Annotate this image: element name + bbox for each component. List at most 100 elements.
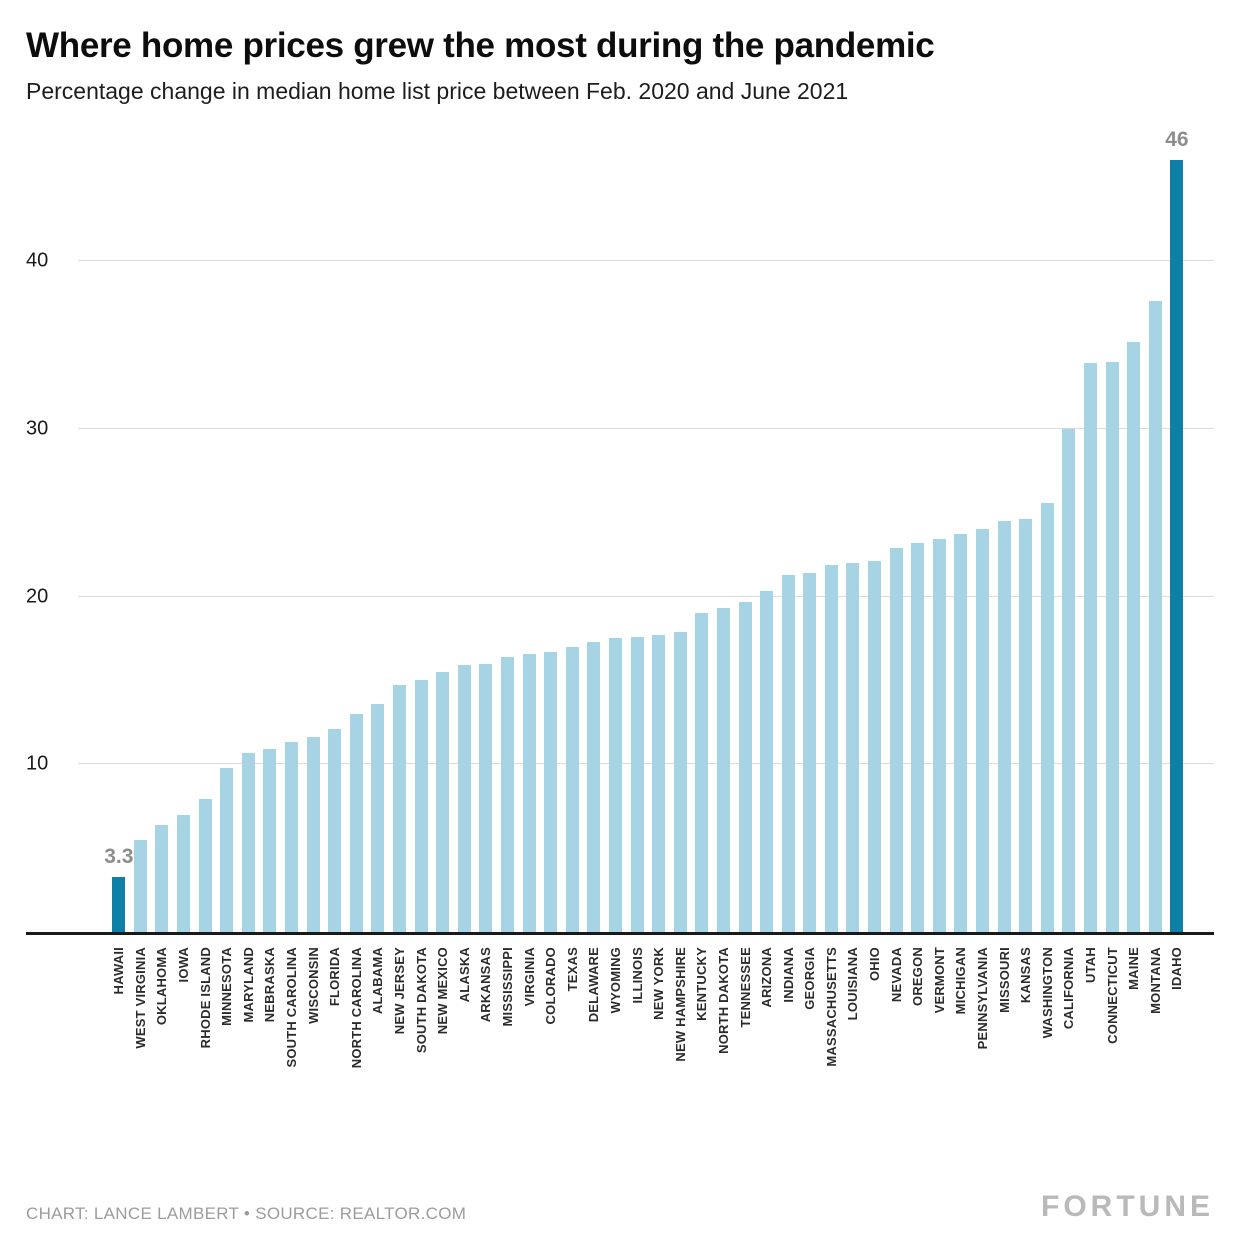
bar-new-york (652, 635, 666, 932)
x-label-massachusetts: MASSACHUSETTS (823, 947, 839, 1067)
bar-slot (1123, 157, 1145, 932)
bar-rhode-island (198, 799, 212, 932)
x-label-wyoming: WYOMING (607, 947, 623, 1014)
page-title: Where home prices grew the most during t… (26, 26, 935, 65)
x-label-slot: NEW YORK (648, 935, 670, 1020)
fortune-logo: FORTUNE (1041, 1190, 1214, 1223)
bar-massachusetts (824, 564, 838, 932)
x-label-slot: CONNECTICUT (1101, 935, 1123, 1044)
bar-slot (1015, 157, 1037, 932)
x-label-slot: ILLINOIS (626, 935, 648, 1004)
y-tick-label: 10 (26, 752, 49, 775)
bar-new-hampshire (673, 631, 687, 932)
x-label-mississippi: MISSISSIPPI (499, 947, 515, 1027)
bar-slot (799, 157, 821, 932)
gridline (78, 763, 1214, 765)
x-label-slot: IOWA (173, 935, 195, 982)
x-axis: HAWAII WEST VIRGINIA OKLAHOMA IOWA RHODE ISL… (26, 935, 1214, 1103)
x-label-slot: NORTH DAKOTA (713, 935, 735, 1054)
bar-slot: 3.3 (104, 157, 133, 932)
x-label-tennessee: TENNESSEE (737, 947, 753, 1028)
x-label-washington: WASHINGTON (1039, 947, 1055, 1039)
bar-slot (605, 157, 627, 932)
value-label: 46 (1165, 128, 1189, 152)
bar-nebraska (263, 749, 277, 932)
x-label-maryland: MARYLAND (240, 947, 256, 1023)
bar-oklahoma (155, 824, 169, 932)
x-axis-labels: HAWAII WEST VIRGINIA OKLAHOMA IOWA RHODE ISL… (78, 935, 1214, 1103)
x-label-missouri: MISSOURI (996, 947, 1012, 1013)
bar-slot (929, 157, 951, 932)
bar-slot (972, 157, 994, 932)
bar-slot (950, 157, 972, 932)
x-label-slot: DELAWARE (583, 935, 605, 1022)
bar-california (1062, 428, 1076, 932)
x-label-slot: KENTUCKY (691, 935, 713, 1021)
chart-header: Where home prices grew the most during t… (26, 26, 1214, 105)
bar-slot (540, 157, 562, 932)
bar-slot (1101, 157, 1123, 932)
x-label-slot: INDIANA (777, 935, 799, 1003)
bar-mississippi (500, 656, 514, 932)
bar-slot (907, 157, 929, 932)
bar-slot (1145, 157, 1167, 932)
bar-maryland (241, 752, 255, 932)
x-label-pennsylvania: PENNSYLVANIA (975, 947, 991, 1050)
y-tick-label: 30 (26, 417, 49, 440)
x-label-west-virginia: WEST VIRGINIA (132, 947, 148, 1049)
bar-connecticut (1105, 361, 1119, 932)
bar-north-dakota (716, 608, 730, 932)
x-label-slot: NEBRASKA (259, 935, 281, 1022)
bar-louisiana (846, 562, 860, 932)
bar-georgia (803, 573, 817, 932)
x-label-slot: MARYLAND (238, 935, 260, 1023)
x-label-slot: RHODE ISLAND (194, 935, 216, 1048)
bar-hawaii (112, 876, 126, 932)
x-label-connecticut: CONNECTICUT (1104, 947, 1120, 1044)
x-label-slot: WYOMING (605, 935, 627, 1013)
gridline (78, 595, 1214, 597)
bar-slot (410, 157, 432, 932)
gridline (78, 427, 1214, 429)
bar-south-carolina (285, 742, 299, 932)
gridline (78, 260, 1214, 262)
x-label-nevada: NEVADA (888, 947, 904, 1003)
x-axis-line (26, 932, 1214, 935)
x-label-slot: MAINE (1123, 935, 1145, 990)
x-label-wisconsin: WISCONSIN (305, 947, 321, 1024)
x-label-slot: IDAHO (1166, 935, 1188, 990)
bar-alabama (371, 703, 385, 932)
bar-kansas (1019, 519, 1033, 932)
bar-florida (328, 729, 342, 932)
x-label-utah: UTAH (1083, 947, 1099, 983)
bar-indiana (781, 574, 795, 932)
x-label-slot: VIRGINIA (518, 935, 540, 1006)
bar-slot (194, 157, 216, 932)
x-label-slot: NEW HAMPSHIRE (669, 935, 691, 1062)
x-axis-spacer (26, 935, 78, 1103)
x-label-slot: ALASKA (454, 935, 476, 1002)
bar-west-virginia (133, 839, 147, 932)
bar-alaska (457, 665, 471, 932)
x-label-alabama: ALABAMA (370, 947, 386, 1015)
bar-illinois (630, 636, 644, 932)
x-label-new-mexico: NEW MEXICO (435, 947, 451, 1035)
bar-minnesota (220, 767, 234, 932)
x-label-michigan: MICHIGAN (953, 947, 969, 1015)
x-label-slot: NEVADA (885, 935, 907, 1002)
x-label-slot: OKLAHOMA (151, 935, 173, 1025)
bar-slot (346, 157, 368, 932)
x-label-hawaii: HAWAII (111, 947, 127, 995)
bar-slot (1058, 157, 1080, 932)
bar-south-dakota (414, 680, 428, 932)
bar-slot (130, 157, 152, 932)
bar-wyoming (608, 638, 622, 932)
bar-chart: 10 20 30 40 3.3 46 (26, 128, 1214, 932)
bar-tennessee (738, 601, 752, 932)
x-label-slot: COLORADO (540, 935, 562, 1024)
x-label-florida: FLORIDA (327, 947, 343, 1007)
bar-texas (565, 646, 579, 932)
bar-slot (864, 157, 886, 932)
x-label-maine: MAINE (1126, 947, 1142, 990)
x-label-slot: OREGON (907, 935, 929, 1006)
